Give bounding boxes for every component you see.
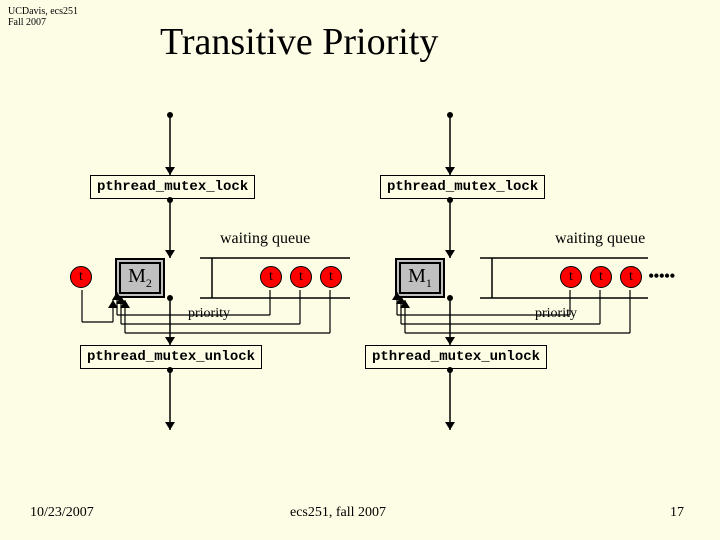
- priority-label-left: priority: [188, 306, 230, 322]
- header-corner: UCDavis, ecs251 Fall 2007: [8, 6, 78, 28]
- priority-label-right: priority: [535, 306, 577, 322]
- header-line2: Fall 2007: [8, 17, 46, 28]
- connector-lines: [0, 0, 720, 540]
- ellipsis-dots: •••••: [648, 266, 675, 287]
- mutex-m2: M2: [115, 258, 165, 298]
- mutex-m1-label: M1: [408, 265, 432, 287]
- waiting-queue-label-left: waiting queue: [220, 230, 310, 248]
- unlock-box-right: pthread_mutex_unlock: [365, 345, 547, 369]
- footer-course: ecs251, fall 2007: [290, 505, 386, 521]
- thread-circle: t: [560, 266, 582, 288]
- mutex-m1: M1: [395, 258, 445, 298]
- waiting-queue-label-right: waiting queue: [555, 230, 645, 248]
- slide: UCDavis, ecs251 Fall 2007 Transitive Pri…: [0, 0, 720, 540]
- footer-date: 10/23/2007: [30, 505, 94, 521]
- unlock-box-left: pthread_mutex_unlock: [80, 345, 262, 369]
- mutex-m2-label: M2: [128, 265, 152, 287]
- header-line1: UCDavis, ecs251: [8, 6, 78, 17]
- thread-circle: t: [320, 266, 342, 288]
- thread-circle: t: [70, 266, 92, 288]
- thread-circle: t: [260, 266, 282, 288]
- footer-page: 17: [670, 505, 684, 521]
- thread-circle: t: [590, 266, 612, 288]
- thread-circle: t: [620, 266, 642, 288]
- slide-title: Transitive Priority: [160, 20, 438, 64]
- thread-circle: t: [290, 266, 312, 288]
- lock-box-left: pthread_mutex_lock: [90, 175, 255, 199]
- lock-box-right: pthread_mutex_lock: [380, 175, 545, 199]
